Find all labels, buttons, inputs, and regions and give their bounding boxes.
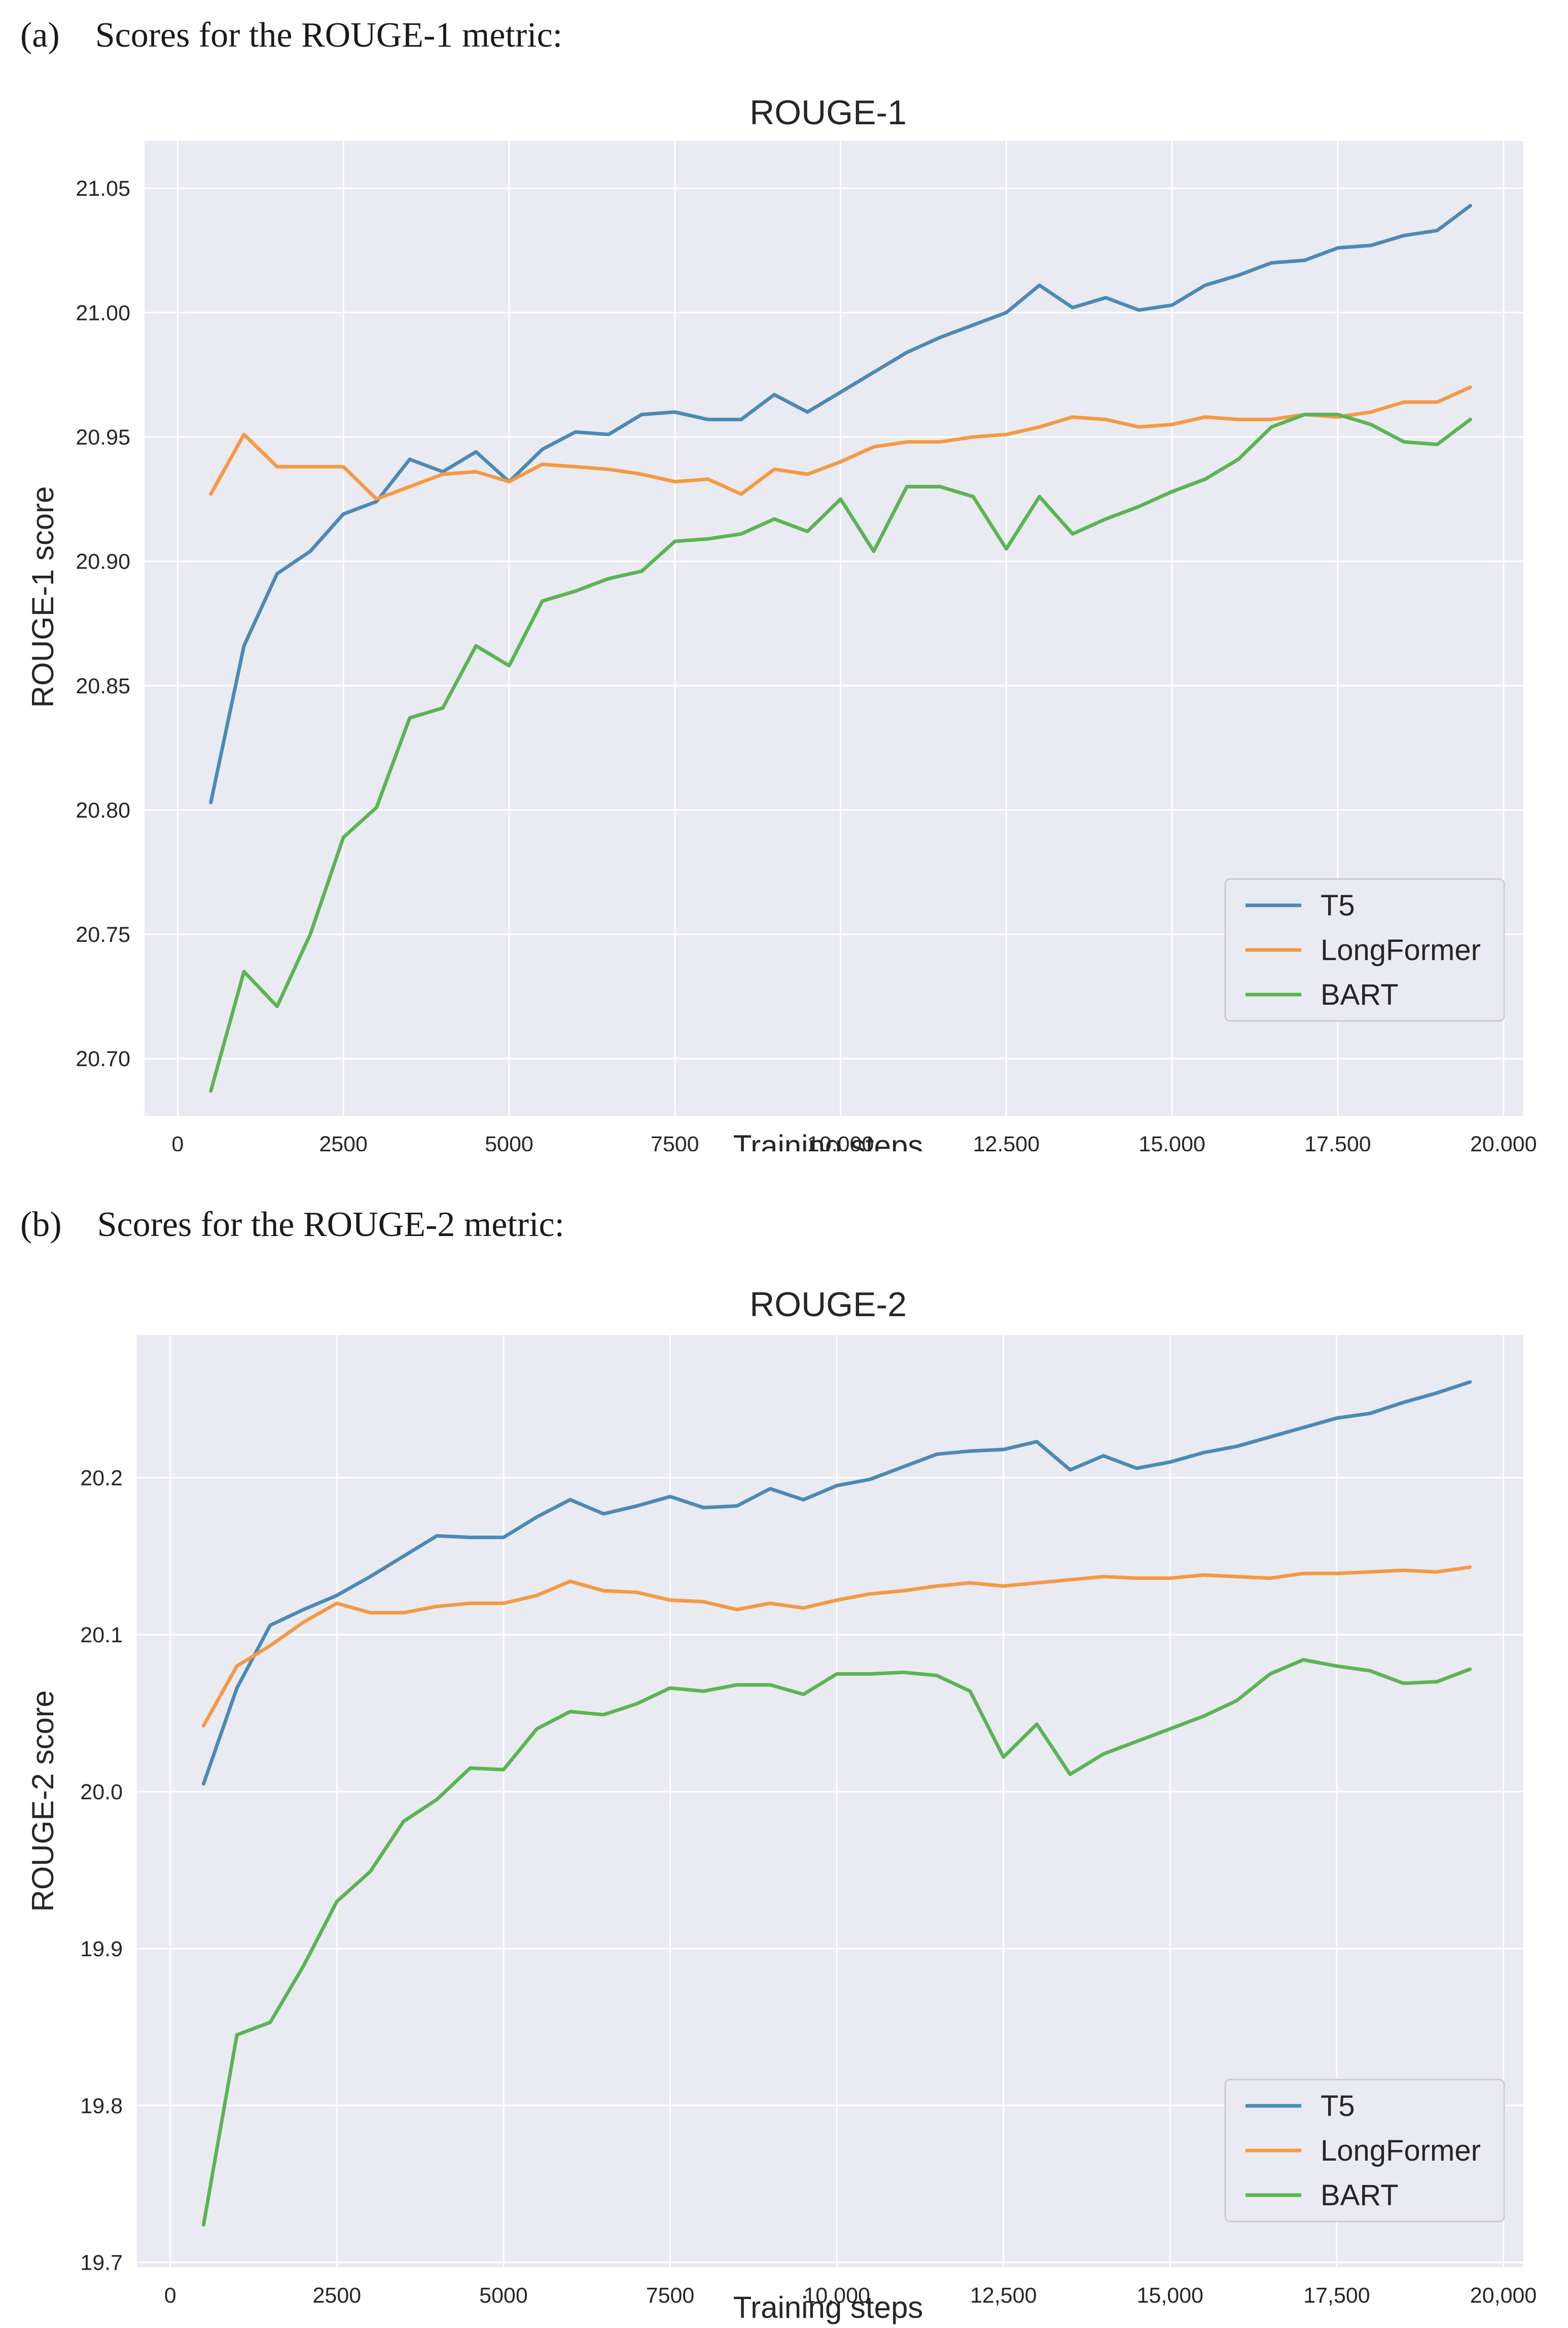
y-tick-label: 20.0 bbox=[80, 1780, 123, 1804]
x-tick-label: 12,500 bbox=[970, 2283, 1037, 2308]
y-tick-label: 21.00 bbox=[76, 301, 130, 325]
x-tick-label: 7500 bbox=[646, 2283, 695, 2308]
y-axis-label: ROUGE-1 score bbox=[26, 486, 60, 708]
y-tick-label: 20.95 bbox=[76, 425, 130, 449]
y-tick-label: 20.2 bbox=[80, 1466, 123, 1491]
y-tick-label: 20.70 bbox=[76, 1047, 130, 1071]
x-tick-label: 20,000 bbox=[1470, 1132, 1537, 1151]
x-tick-label: 0 bbox=[164, 2283, 176, 2308]
x-tick-label: 2500 bbox=[312, 2283, 361, 2308]
legend: T5 LongFormer BART bbox=[1224, 878, 1505, 1022]
y-tick-label: 21.05 bbox=[76, 177, 130, 201]
y-tick-labels: 20.70 20.75 20.80 20.85 20.90 20.95 21.00 21.05 bbox=[76, 177, 130, 1071]
series-line-longformer bbox=[209, 385, 1472, 501]
legend-label-bart: BART bbox=[1321, 2179, 1399, 2212]
x-tick-label: 15,000 bbox=[1137, 2283, 1204, 2308]
y-tick-label: 19.7 bbox=[80, 2251, 123, 2275]
legend-label-t5: T5 bbox=[1321, 889, 1355, 922]
y-tick-label: 20.85 bbox=[76, 674, 130, 698]
x-tick-label: 2500 bbox=[319, 1132, 368, 1151]
x-tick-label: 5000 bbox=[479, 2283, 528, 2308]
caption-a: (a) Scores for the ROUGE-1 metric: bbox=[20, 16, 563, 55]
x-tick-label: 10,000 bbox=[807, 1132, 874, 1151]
legend-box bbox=[1224, 878, 1505, 1022]
y-tick-label: 19.9 bbox=[80, 1937, 123, 1961]
rouge1-chart: ROUGE-1 0 2500 5000 7500 10,000 12,500 15,000 1… bbox=[26, 93, 1537, 1151]
y-tick-label: 19.8 bbox=[80, 2094, 123, 2118]
y-tick-label: 20.80 bbox=[76, 798, 130, 823]
x-axis-label: Training steps bbox=[733, 1129, 923, 1151]
x-axis-label: Training steps bbox=[733, 2290, 923, 2324]
y-tick-label: 20.1 bbox=[80, 1623, 123, 1647]
x-tick-label: 12,500 bbox=[973, 1132, 1040, 1151]
y-axis-label: ROUGE-2 score bbox=[26, 1690, 60, 1912]
x-tick-label: 20,000 bbox=[1470, 2283, 1537, 2308]
legend: T5 LongFormer BART bbox=[1224, 2078, 1505, 2223]
series-lines bbox=[201, 1380, 1472, 2227]
legend-box bbox=[1224, 2078, 1505, 2223]
series-lines bbox=[209, 204, 1472, 1093]
x-tick-label: 0 bbox=[171, 1132, 184, 1151]
y-gridlines bbox=[137, 1477, 1523, 2264]
x-tick-label: 15,000 bbox=[1138, 1132, 1205, 1151]
x-tick-labels: 0 2500 5000 7500 10,000 12,500 15,000 17,500 20,… bbox=[164, 2283, 1537, 2308]
x-tick-label: 10,000 bbox=[803, 2283, 870, 2308]
x-tick-label: 5000 bbox=[485, 1132, 533, 1151]
series-line-bart bbox=[209, 412, 1472, 1093]
x-tick-label: 17,500 bbox=[1303, 2283, 1370, 2308]
legend-label-longformer: LongFormer bbox=[1321, 934, 1481, 967]
x-tick-label: 7500 bbox=[651, 1132, 699, 1151]
series-line-t5 bbox=[201, 1380, 1472, 1786]
chart-title: ROUGE-1 bbox=[750, 93, 907, 132]
y-tick-label: 20.90 bbox=[76, 550, 130, 574]
chart-title: ROUGE-2 bbox=[750, 1285, 907, 1324]
x-tick-labels: 0 2500 5000 7500 10,000 12,500 15,000 17,500 20,… bbox=[171, 1132, 1537, 1151]
legend-label-t5: T5 bbox=[1321, 2090, 1355, 2123]
legend-label-bart: BART bbox=[1321, 978, 1399, 1011]
x-gridlines bbox=[169, 1335, 1505, 2267]
y-tick-label: 20.75 bbox=[76, 923, 130, 947]
legend-label-longformer: LongFormer bbox=[1321, 2134, 1481, 2167]
caption-b: (b) Scores for the ROUGE-2 metric: bbox=[20, 1205, 565, 1244]
y-tick-labels: 19.7 19.8 19.9 20.0 20.1 20.2 bbox=[80, 1466, 123, 2275]
x-gridlines bbox=[176, 141, 1505, 1116]
series-line-longformer bbox=[201, 1565, 1472, 1727]
series-line-bart bbox=[201, 1658, 1472, 2227]
series-line-t5 bbox=[209, 204, 1472, 804]
rouge2-chart: ROUGE-2 0 2500 5000 7500 10,000 12,500 15,000 1… bbox=[26, 1285, 1537, 2324]
x-tick-label: 17,500 bbox=[1304, 1132, 1371, 1151]
